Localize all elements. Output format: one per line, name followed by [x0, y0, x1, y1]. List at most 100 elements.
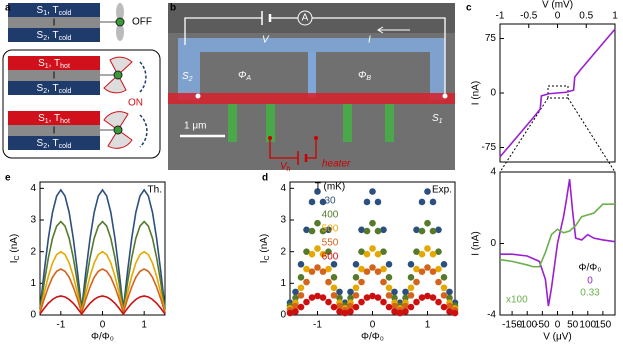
- y-tick-label: 4: [490, 167, 496, 178]
- data-point: [391, 302, 398, 310]
- panel-label: b: [170, 3, 176, 14]
- y-tick-label: -75: [482, 142, 497, 153]
- x-axis-label: V (mV): [542, 0, 573, 11]
- electrode-label: S2, Tcold: [37, 30, 72, 43]
- data-point: [341, 309, 349, 317]
- probe: [228, 104, 237, 142]
- data-point: [325, 248, 332, 255]
- electrode-label: S1, Tcold: [37, 5, 72, 18]
- text-part: S: [182, 71, 189, 82]
- text-part: S: [37, 5, 44, 16]
- legend-label: 30: [324, 196, 336, 207]
- data-point: [446, 294, 453, 302]
- data-point: [418, 227, 426, 235]
- image-label: V: [262, 35, 270, 46]
- data-point: [352, 261, 360, 268]
- x-axis-label: V (μV): [543, 332, 572, 343]
- data-point: [330, 261, 338, 268]
- data-point: [446, 308, 453, 315]
- y-tick-label: 4: [30, 183, 36, 194]
- data-point: [435, 278, 442, 286]
- data-point: [319, 250, 327, 258]
- barrier-label: I: [53, 71, 56, 82]
- text-part: Φ: [358, 70, 366, 81]
- data-point: [440, 292, 448, 299]
- data-point: [385, 284, 393, 292]
- legend-title: Φ/Φ₀: [579, 263, 602, 274]
- legend-label: 500: [322, 224, 339, 235]
- electrode-label: S1, Thot: [38, 58, 70, 71]
- data-point: [385, 303, 393, 311]
- data-point: [325, 278, 332, 286]
- subscript: 2: [43, 143, 47, 150]
- data-point: [435, 265, 442, 273]
- x-tick-label: -1: [496, 11, 505, 22]
- data-point: [352, 274, 360, 281]
- barrier: [8, 125, 100, 136]
- ammeter: [297, 10, 313, 26]
- data-point: [440, 284, 448, 292]
- data-point: [385, 261, 393, 268]
- data-point: [347, 308, 354, 315]
- electrode: [8, 28, 100, 42]
- x-tick-label: -100: [517, 320, 537, 331]
- data-point: [352, 284, 360, 292]
- data-point: [352, 292, 360, 299]
- x-axis-label: Φ/Φ₀: [91, 332, 114, 343]
- data-point: [413, 265, 420, 273]
- data-point: [336, 294, 343, 302]
- text-part: (nA): [259, 234, 270, 256]
- subscript: hot: [60, 63, 70, 70]
- probe: [385, 104, 394, 142]
- data-point: [292, 288, 299, 296]
- text-part: , T: [47, 30, 58, 41]
- text-part: S: [432, 113, 439, 124]
- legend-label: 0: [587, 276, 593, 287]
- data-point: [325, 265, 332, 273]
- data-point: [358, 298, 365, 306]
- data-point: [286, 309, 294, 317]
- subscript: 1: [45, 118, 49, 125]
- y-tick-label: 0: [30, 310, 36, 321]
- text-part: I: [259, 260, 270, 263]
- subscript: A: [245, 75, 251, 82]
- probe: [266, 104, 275, 142]
- barrier-label: I: [53, 18, 56, 29]
- data-point: [347, 302, 354, 310]
- data-point: [424, 188, 431, 195]
- data-point: [347, 294, 354, 302]
- data-point: [358, 226, 365, 234]
- image-label: heater: [322, 159, 351, 170]
- x-tick-label: 0: [370, 320, 376, 331]
- series-line: [499, 203, 615, 268]
- subscript: C: [14, 255, 21, 260]
- y-axis-label: I (nA): [471, 81, 482, 105]
- data-point: [358, 265, 365, 273]
- superconductor: [308, 52, 316, 97]
- barrier: [8, 17, 100, 28]
- y-tick-label: 4: [280, 183, 286, 194]
- plot-frame: [39, 181, 166, 316]
- data-point: [314, 188, 321, 195]
- data-point: [330, 303, 338, 311]
- data-point: [314, 219, 321, 227]
- data-point: [424, 245, 431, 252]
- legend-label: 600: [322, 252, 339, 263]
- image-label: ΦB: [358, 70, 371, 83]
- data-point: [303, 298, 310, 306]
- text-part: I: [9, 260, 20, 263]
- phase-indicator: [115, 17, 125, 27]
- x-axis-label: Φ/Φ₀: [361, 332, 384, 343]
- series-line: [39, 295, 166, 316]
- data-point: [374, 250, 382, 258]
- y-tick-label: 0: [280, 310, 286, 321]
- data-point: [330, 284, 338, 292]
- electrode: [8, 111, 100, 125]
- data-point: [308, 198, 316, 206]
- schematic: [2, 3, 161, 159]
- electrode: [8, 81, 100, 95]
- data-point: [407, 284, 415, 292]
- contact: [442, 93, 448, 99]
- data-point: [297, 303, 305, 311]
